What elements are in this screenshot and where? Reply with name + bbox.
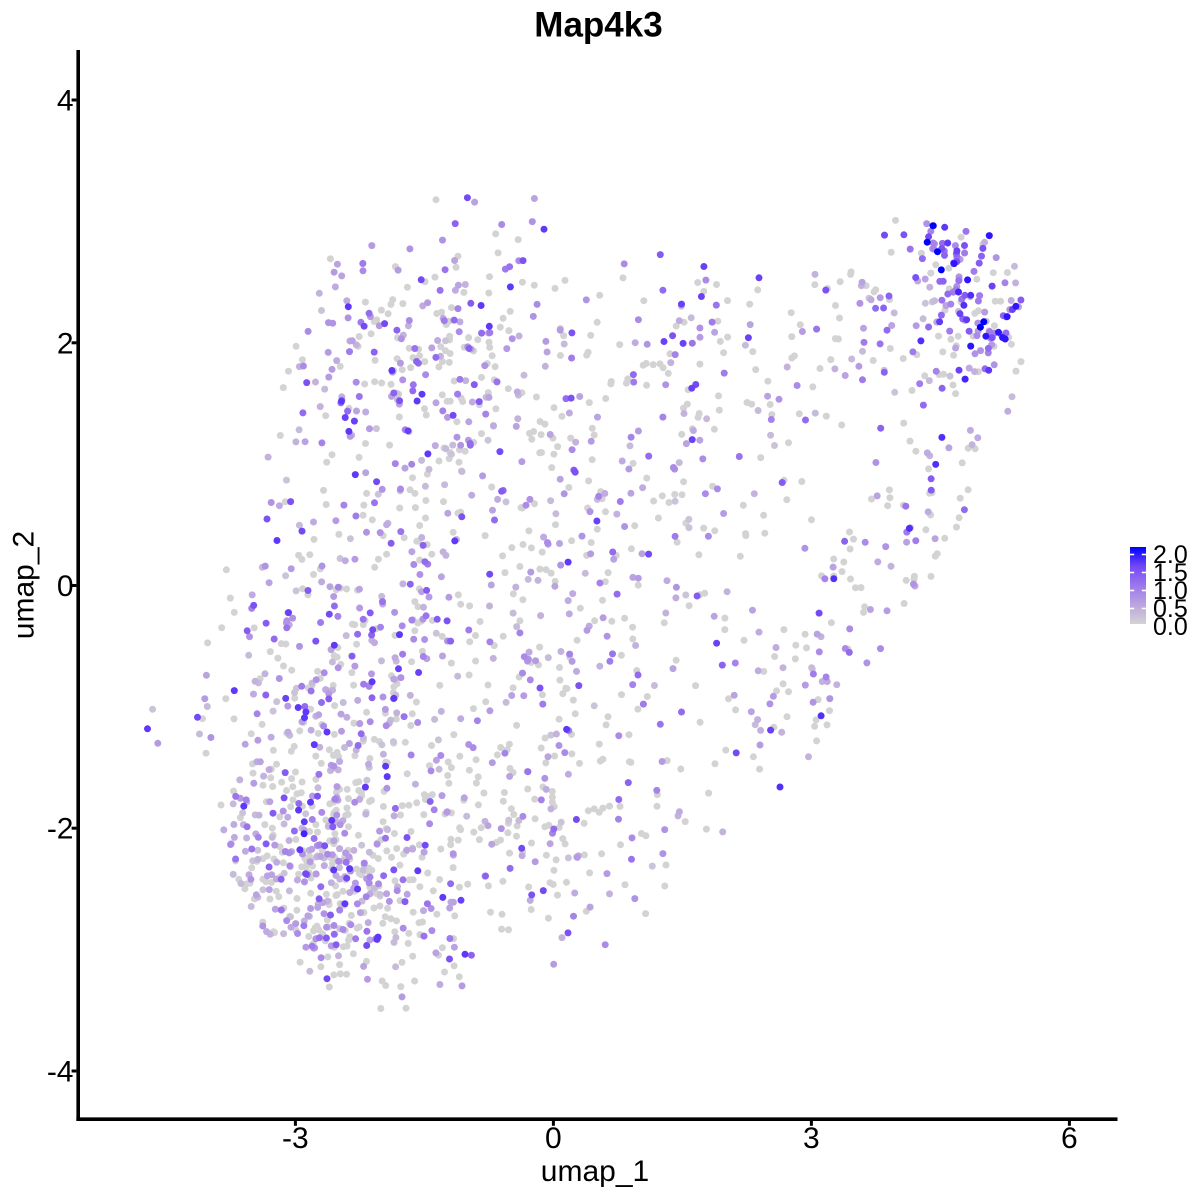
svg-text:0: 0 xyxy=(545,1122,562,1155)
svg-text:umap_1: umap_1 xyxy=(541,1155,649,1188)
svg-text:-4: -4 xyxy=(47,1056,74,1089)
svg-text:1.5: 1.5 xyxy=(1153,559,1188,587)
svg-text:-3: -3 xyxy=(282,1122,309,1155)
svg-text:6: 6 xyxy=(1061,1122,1078,1155)
svg-text:2.0: 2.0 xyxy=(1153,541,1188,569)
svg-text:Map4k3: Map4k3 xyxy=(534,6,662,45)
svg-text:3: 3 xyxy=(803,1122,820,1155)
svg-text:-2: -2 xyxy=(47,813,74,846)
svg-text:0.5: 0.5 xyxy=(1153,595,1188,623)
svg-text:4: 4 xyxy=(57,85,74,118)
svg-text:2: 2 xyxy=(57,327,74,360)
svg-text:1.0: 1.0 xyxy=(1153,577,1188,605)
svg-text:umap_2: umap_2 xyxy=(8,531,41,639)
svg-text:0: 0 xyxy=(57,570,74,603)
svg-text:0.0: 0.0 xyxy=(1153,613,1188,641)
